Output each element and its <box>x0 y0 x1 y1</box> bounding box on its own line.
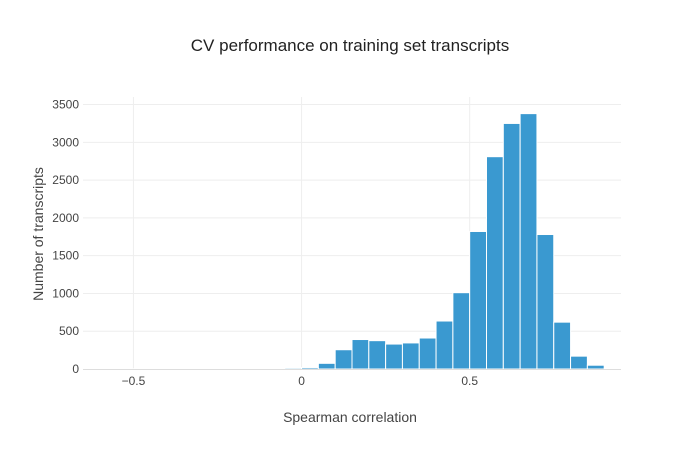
y-tick-label: 3500 <box>52 98 79 112</box>
histogram-bar <box>352 340 369 369</box>
x-tick-label: 0.5 <box>461 374 478 388</box>
x-tick-label: −0.5 <box>122 374 146 388</box>
histogram-bar <box>503 123 520 369</box>
histogram-bar <box>571 356 588 369</box>
y-tick-label: 2000 <box>52 211 79 225</box>
y-tick-label: 500 <box>59 324 79 338</box>
histogram-bar <box>318 363 335 369</box>
x-axis-label: Spearman correlation <box>283 409 417 425</box>
y-tick-label: 3000 <box>52 135 79 149</box>
histogram-bar <box>554 322 571 369</box>
histogram-bar <box>419 338 436 369</box>
x-tick-label: 0 <box>298 374 305 388</box>
histogram-bar <box>453 293 470 369</box>
bars-layer <box>133 114 604 369</box>
histogram-bar <box>402 343 419 369</box>
y-tick-label: 2500 <box>52 173 79 187</box>
histogram-bar <box>302 367 319 369</box>
histogram-bar <box>285 368 302 369</box>
histogram-bar <box>520 114 537 369</box>
histogram-bar <box>587 365 604 369</box>
histogram-bar <box>335 350 352 369</box>
histogram-bar <box>268 368 285 369</box>
histogram-bar <box>369 341 386 369</box>
y-axis-label: Number of transcripts <box>30 167 46 301</box>
y-tick-label: 1500 <box>52 249 79 263</box>
histogram-bar <box>470 231 487 369</box>
y-tick-label: 1000 <box>52 286 79 300</box>
histogram-bar <box>436 321 453 369</box>
chart-title: CV performance on training set transcrip… <box>191 36 509 55</box>
histogram-bar <box>386 344 403 369</box>
histogram-bar <box>537 235 554 369</box>
histogram-bar <box>234 368 251 369</box>
y-tick-labels: 0 500 1000 1500 2000 2500 3000 3500 <box>52 98 79 376</box>
x-tick-labels: −0.5 0 0.5 <box>122 374 479 388</box>
histogram-bar <box>487 157 504 369</box>
histogram-bar <box>251 368 268 369</box>
y-tick-label: 0 <box>72 362 79 376</box>
